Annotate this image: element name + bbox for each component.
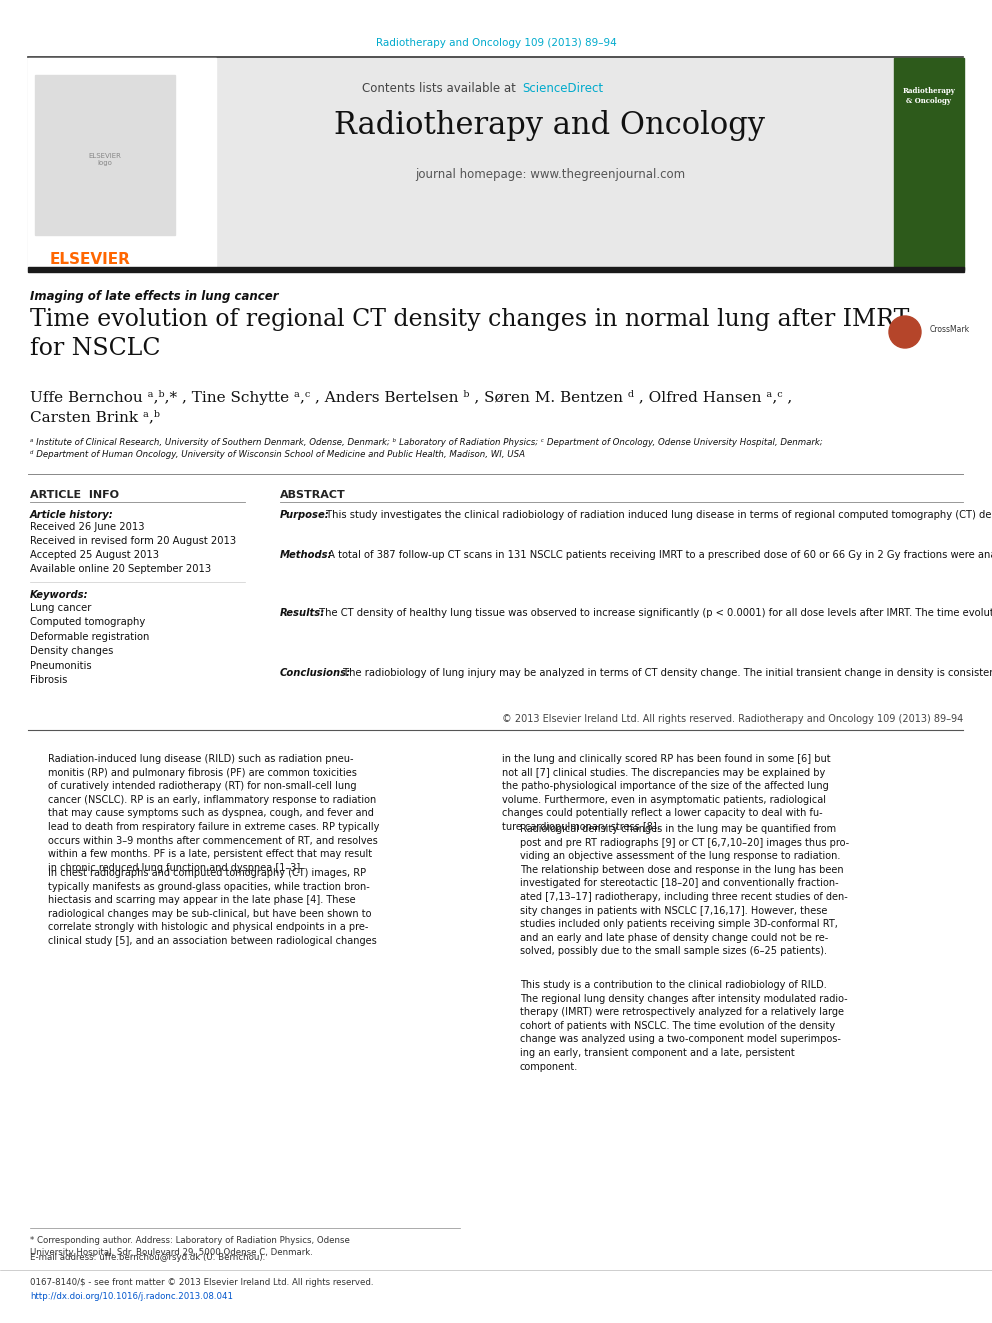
Circle shape xyxy=(889,316,921,348)
Text: © 2013 Elsevier Ireland Ltd. All rights reserved. Radiotherapy and Oncology 109 : © 2013 Elsevier Ireland Ltd. All rights … xyxy=(502,714,963,724)
Text: CrossMark: CrossMark xyxy=(930,325,970,333)
Text: ScienceDirect: ScienceDirect xyxy=(522,82,603,95)
Text: ELSEVIER: ELSEVIER xyxy=(50,251,131,267)
Text: ᵃ Institute of Clinical Research, University of Southern Denmark, Odense, Denmar: ᵃ Institute of Clinical Research, Univer… xyxy=(30,438,822,459)
Text: Received 26 June 2013
Received in revised form 20 August 2013
Accepted 25 August: Received 26 June 2013 Received in revise… xyxy=(30,523,236,574)
Text: In chest radiographs and computed tomography (CT) images, RP
typically manifests: In chest radiographs and computed tomogr… xyxy=(48,868,377,946)
Text: Imaging of late effects in lung cancer: Imaging of late effects in lung cancer xyxy=(30,290,279,303)
Text: Radiotherapy and Oncology: Radiotherapy and Oncology xyxy=(334,110,766,142)
Text: 0167-8140/$ - see front matter © 2013 Elsevier Ireland Ltd. All rights reserved.: 0167-8140/$ - see front matter © 2013 El… xyxy=(30,1278,374,1287)
Bar xyxy=(28,58,216,270)
Text: Lung cancer
Computed tomography
Deformable registration
Density changes
Pneumoni: Lung cancer Computed tomography Deformab… xyxy=(30,603,150,685)
Text: Results:: Results: xyxy=(280,609,325,618)
Text: This study is a contribution to the clinical radiobiology of RILD.
The regional : This study is a contribution to the clin… xyxy=(520,980,847,1072)
Text: Conclusions:: Conclusions: xyxy=(280,668,351,677)
Text: in the lung and clinically scored RP has been found in some [6] but
not all [7] : in the lung and clinically scored RP has… xyxy=(502,754,830,832)
Text: This study investigates the clinical radiobiology of radiation induced lung dise: This study investigates the clinical rad… xyxy=(323,509,992,520)
Text: http://dx.doi.org/10.1016/j.radonc.2013.08.041: http://dx.doi.org/10.1016/j.radonc.2013.… xyxy=(30,1293,233,1301)
Text: The CT density of healthy lung tissue was observed to increase significantly (p : The CT density of healthy lung tissue wa… xyxy=(316,609,992,618)
Text: ABSTRACT: ABSTRACT xyxy=(280,490,346,500)
Text: ARTICLE  INFO: ARTICLE INFO xyxy=(30,490,119,500)
Text: Time evolution of regional CT density changes in normal lung after IMRT
for NSCL: Time evolution of regional CT density ch… xyxy=(30,308,910,360)
Text: * Corresponding author. Address: Laboratory of Radiation Physics, Odense
Univers: * Corresponding author. Address: Laborat… xyxy=(30,1236,350,1257)
Text: Radiotherapy and Oncology 109 (2013) 89–94: Radiotherapy and Oncology 109 (2013) 89–… xyxy=(376,38,616,48)
Text: Keywords:: Keywords: xyxy=(30,590,88,601)
Text: Radiation-induced lung disease (RILD) such as radiation pneu-
monitis (RP) and p: Radiation-induced lung disease (RILD) su… xyxy=(48,754,379,873)
Text: The radiobiology of lung injury may be analyzed in terms of CT density change. T: The radiobiology of lung injury may be a… xyxy=(340,668,992,677)
Text: Uffe Bernchou ᵃ,ᵇ,* , Tine Schytte ᵃ,ᶜ , Anders Bertelsen ᵇ , Søren M. Bentzen ᵈ: Uffe Bernchou ᵃ,ᵇ,* , Tine Schytte ᵃ,ᶜ ,… xyxy=(30,390,793,425)
Bar xyxy=(28,267,964,273)
Text: journal homepage: www.thegreenjournal.com: journal homepage: www.thegreenjournal.co… xyxy=(415,168,685,181)
Text: Methods:: Methods: xyxy=(280,550,332,560)
Text: Article history:: Article history: xyxy=(30,509,114,520)
Bar xyxy=(35,75,175,235)
Bar xyxy=(894,58,964,270)
Text: Contents lists available at: Contents lists available at xyxy=(362,82,520,95)
Text: A total of 387 follow-up CT scans in 131 NSCLC patients receiving IMRT to a pres: A total of 387 follow-up CT scans in 131… xyxy=(325,550,992,560)
Text: ELSEVIER
logo: ELSEVIER logo xyxy=(88,153,121,167)
Text: E-mail address: uffe.bernchou@rsyd.dk (U. Bernchou).: E-mail address: uffe.bernchou@rsyd.dk (U… xyxy=(30,1253,265,1262)
Bar xyxy=(28,58,894,270)
Text: Purpose:: Purpose: xyxy=(280,509,329,520)
Text: Radiological density changes in the lung may be quantified from
post and pre RT : Radiological density changes in the lung… xyxy=(520,824,849,957)
Text: Radiotherapy
& Oncology: Radiotherapy & Oncology xyxy=(903,87,955,105)
